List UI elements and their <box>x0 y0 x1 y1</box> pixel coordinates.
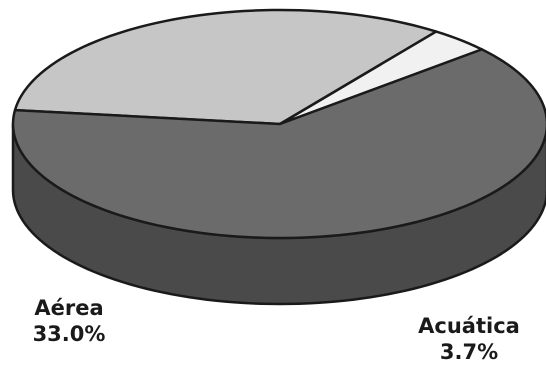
pie-slice-other <box>11 48 546 240</box>
slice-name-acuatica: Acuática <box>418 314 520 338</box>
pie-tops <box>11 8 546 240</box>
slice-name-aerea: Aérea <box>34 296 104 320</box>
pie-slice-aerea <box>13 8 438 126</box>
slice-label-acuatica: Acuática 3.7% <box>402 313 536 365</box>
slice-value-acuatica: 3.7% <box>439 340 499 364</box>
slice-label-aerea: Aérea 33.0% <box>14 295 124 347</box>
slice-value-aerea: 33.0% <box>32 322 106 346</box>
pie-slice-acuatica <box>278 30 484 126</box>
